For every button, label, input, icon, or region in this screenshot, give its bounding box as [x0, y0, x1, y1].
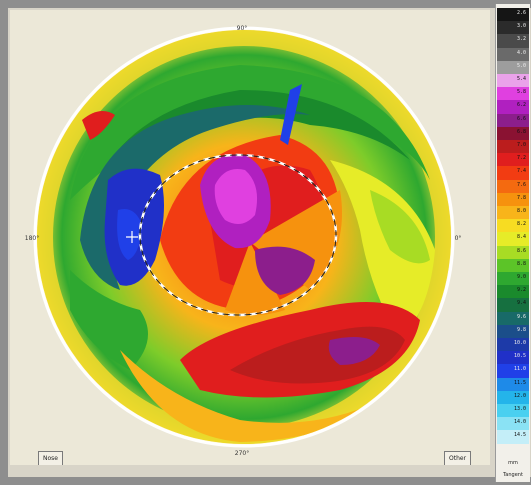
legend-swatch: 2.6 — [497, 8, 529, 22]
legend-swatch: 3.0 — [497, 21, 529, 35]
legend-swatch-value: 9.8 — [516, 326, 526, 333]
topography-map-panel: 90° 270° 180° 0° Nose Other — [10, 10, 490, 465]
legend-swatch-value: 7.6 — [516, 181, 526, 188]
legend-map-type[interactable]: Tangent — [503, 472, 523, 478]
legend-swatch-value: 7.8 — [516, 194, 526, 201]
legend-swatch: 8.8 — [497, 258, 529, 272]
axis-label-right: 0° — [455, 235, 462, 242]
legend-swatch: 12.0 — [497, 390, 529, 404]
legend-swatch-value: 5.0 — [516, 62, 526, 69]
legend-swatch: 9.4 — [497, 298, 529, 312]
window-frame-bottom — [0, 477, 531, 485]
nose-button[interactable]: Nose — [38, 451, 63, 465]
legend-swatch: 14.0 — [497, 417, 529, 431]
legend-swatch: 7.2 — [497, 153, 529, 167]
legend-swatch: 6.8 — [497, 126, 529, 140]
legend-swatch: 8.4 — [497, 232, 529, 246]
legend-swatch: 7.4 — [497, 166, 529, 180]
legend-swatch: 11.5 — [497, 377, 529, 391]
legend-swatch: 8.6 — [497, 245, 529, 259]
center-marker — [126, 231, 138, 243]
legend-swatch-value: 9.6 — [516, 313, 526, 320]
legend-swatch-value: 12.0 — [513, 392, 526, 399]
legend-swatch-value: 14.0 — [513, 419, 526, 426]
legend-swatch: 11.0 — [497, 364, 529, 378]
legend-swatch: 9.0 — [497, 272, 529, 286]
legend-swatch: 14.5 — [497, 430, 529, 444]
legend-swatch-value: 9.0 — [516, 274, 526, 280]
legend-swatch-value: 8.8 — [516, 260, 526, 267]
legend-swatch-value: 6.2 — [516, 102, 526, 109]
legend-swatch-value: 10.0 — [513, 340, 526, 346]
legend-swatch-value: 8.0 — [516, 208, 526, 214]
legend-swatch-value: 13.0 — [513, 406, 526, 412]
legend-swatch-value: 8.6 — [516, 247, 526, 254]
legend-swatch-value: 11.0 — [513, 366, 526, 373]
corneal-topography-map[interactable]: 90° 270° 180° 0° — [10, 10, 490, 465]
legend-swatch: 8.2 — [497, 219, 529, 233]
legend-swatch: 6.2 — [497, 100, 529, 114]
legend-swatch-value: 5.8 — [516, 89, 526, 96]
color-map — [37, 30, 451, 444]
legend-swatch-value: 2.6 — [516, 10, 526, 16]
legend-swatch: 5.0 — [497, 60, 529, 74]
legend-swatch-value: 10.5 — [513, 353, 526, 360]
legend-swatch: 5.4 — [497, 74, 529, 88]
other-button[interactable]: Other — [444, 451, 472, 465]
legend-swatch: 10.5 — [497, 351, 529, 365]
legend-swatch: 6.6 — [497, 113, 529, 127]
legend-swatch-value: 7.4 — [516, 168, 526, 175]
legend-swatch-value: 9.2 — [516, 287, 526, 294]
legend-unit-label: mm — [508, 460, 518, 466]
legend-swatch-value: 3.0 — [516, 23, 526, 30]
legend-swatch-value: 8.2 — [516, 221, 526, 228]
legend-swatch-value: 4.0 — [516, 49, 526, 56]
legend-swatch: 5.8 — [497, 87, 529, 101]
axis-label-left: 180° — [25, 235, 39, 242]
legend-swatch-value: 7.2 — [516, 155, 526, 162]
legend-swatch: 7.8 — [497, 192, 529, 206]
legend-swatch: 7.6 — [497, 179, 529, 193]
legend-swatch: 4.0 — [497, 47, 529, 61]
color-scale-legend: 2.6 3.0 3.2 4.0 5.0 5.4 5.8 6.2 6.6 6.8 7.0 7.2 7.4 7… — [495, 4, 530, 482]
legend-swatch: 13.0 — [497, 404, 529, 418]
legend-swatch-value: 14.5 — [513, 432, 526, 439]
legend-swatch: 9.6 — [497, 311, 529, 325]
legend-swatch: 9.2 — [497, 285, 529, 299]
window-frame-top — [0, 0, 531, 8]
legend-swatch: 9.8 — [497, 324, 529, 338]
legend-swatch-value: 9.4 — [516, 300, 526, 307]
legend-swatch-value: 3.2 — [516, 36, 526, 43]
legend-swatch-value: 6.6 — [516, 115, 526, 122]
legend-swatch: 10.0 — [497, 338, 529, 352]
legend-swatch-value: 6.8 — [516, 128, 526, 135]
legend-swatch: 7.0 — [497, 140, 529, 154]
legend-swatch-value: 8.4 — [516, 234, 526, 241]
axis-label-top: 90° — [237, 25, 248, 32]
legend-swatch-value: 7.0 — [516, 142, 526, 148]
legend-swatch-value: 11.5 — [513, 379, 526, 386]
legend-swatch: 3.2 — [497, 34, 529, 48]
axis-label-bottom: 270° — [235, 450, 249, 457]
legend-swatch: 8.0 — [497, 206, 529, 220]
legend-swatch-value: 5.4 — [516, 76, 526, 82]
window-frame-left — [0, 0, 8, 485]
